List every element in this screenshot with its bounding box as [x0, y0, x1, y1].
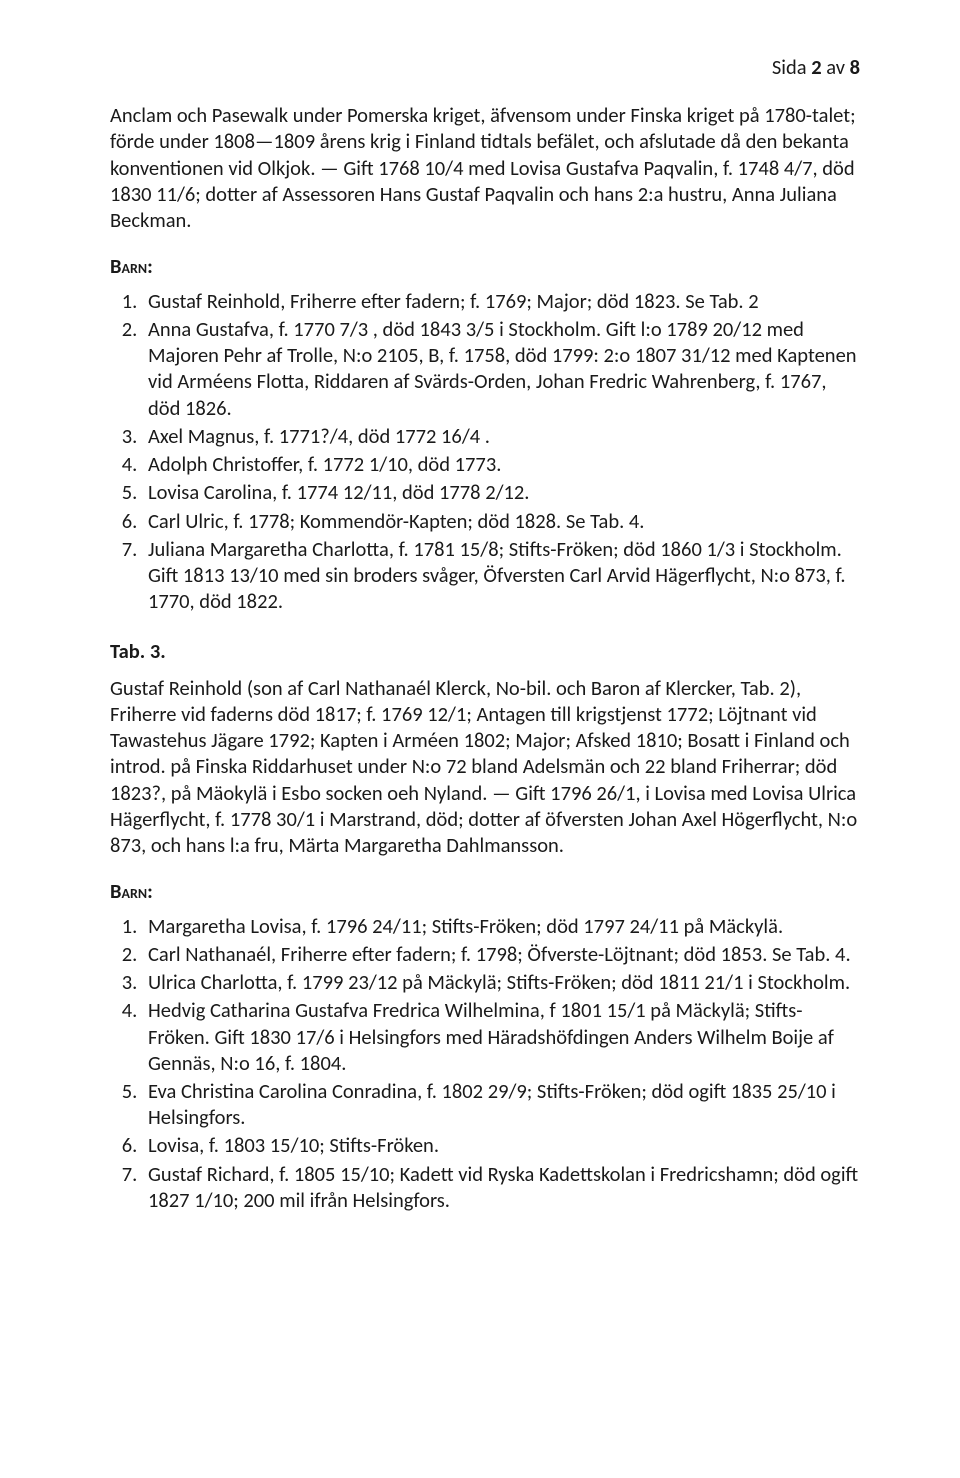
page-current: 2: [811, 54, 821, 80]
list-item: Gustaf Richard, f. 1805 15/10; Kadett vi…: [142, 1161, 860, 1213]
list-item: Carl Ulric, f. 1778; Kommendör-Kapten; d…: [142, 508, 860, 534]
barn-heading-2: Barn:: [110, 878, 860, 904]
page-total: 8: [850, 54, 860, 80]
list-item: Ulrica Charlotta, f. 1799 23/12 på Mäcky…: [142, 969, 860, 995]
barn-heading-1: Barn:: [110, 253, 860, 279]
page-number: Sida 2 av 8: [110, 54, 860, 80]
list-item: Anna Gustafva, f. 1770 7/3 , död 1843 3/…: [142, 316, 860, 421]
list-item: Adolph Christoffer, f. 1772 1/10, död 17…: [142, 451, 860, 477]
list-item: Eva Christina Carolina Conradina, f. 180…: [142, 1078, 860, 1130]
list-item: Gustaf Reinhold, Friherre efter fadern; …: [142, 288, 860, 314]
list-item: Juliana Margaretha Charlotta, f. 1781 15…: [142, 536, 860, 615]
intro-paragraph-1: Anclam och Pasewalk under Pomerska krige…: [110, 102, 860, 233]
page-prefix: Sida: [772, 54, 811, 80]
page-middle: av: [822, 54, 850, 80]
children-list-1: Gustaf Reinhold, Friherre efter fadern; …: [110, 288, 860, 615]
list-item: Hedvig Catharina Gustafva Fredrica Wilhe…: [142, 997, 860, 1076]
tab-3-heading: Tab. 3.: [110, 638, 860, 664]
tab-3-paragraph: Gustaf Reinhold (son af Carl Nathanaél K…: [110, 675, 860, 859]
list-item: Lovisa Carolina, f. 1774 12/11, död 1778…: [142, 479, 860, 505]
list-item: Lovisa, f. 1803 15/10; Stifts-Fröken.: [142, 1132, 860, 1158]
list-item: Margaretha Lovisa, f. 1796 24/11; Stifts…: [142, 913, 860, 939]
list-item: Carl Nathanaél, Friherre efter fadern; f…: [142, 941, 860, 967]
children-list-2: Margaretha Lovisa, f. 1796 24/11; Stifts…: [110, 913, 860, 1214]
list-item: Axel Magnus, f. 1771?/4, död 1772 16/4 .: [142, 423, 860, 449]
